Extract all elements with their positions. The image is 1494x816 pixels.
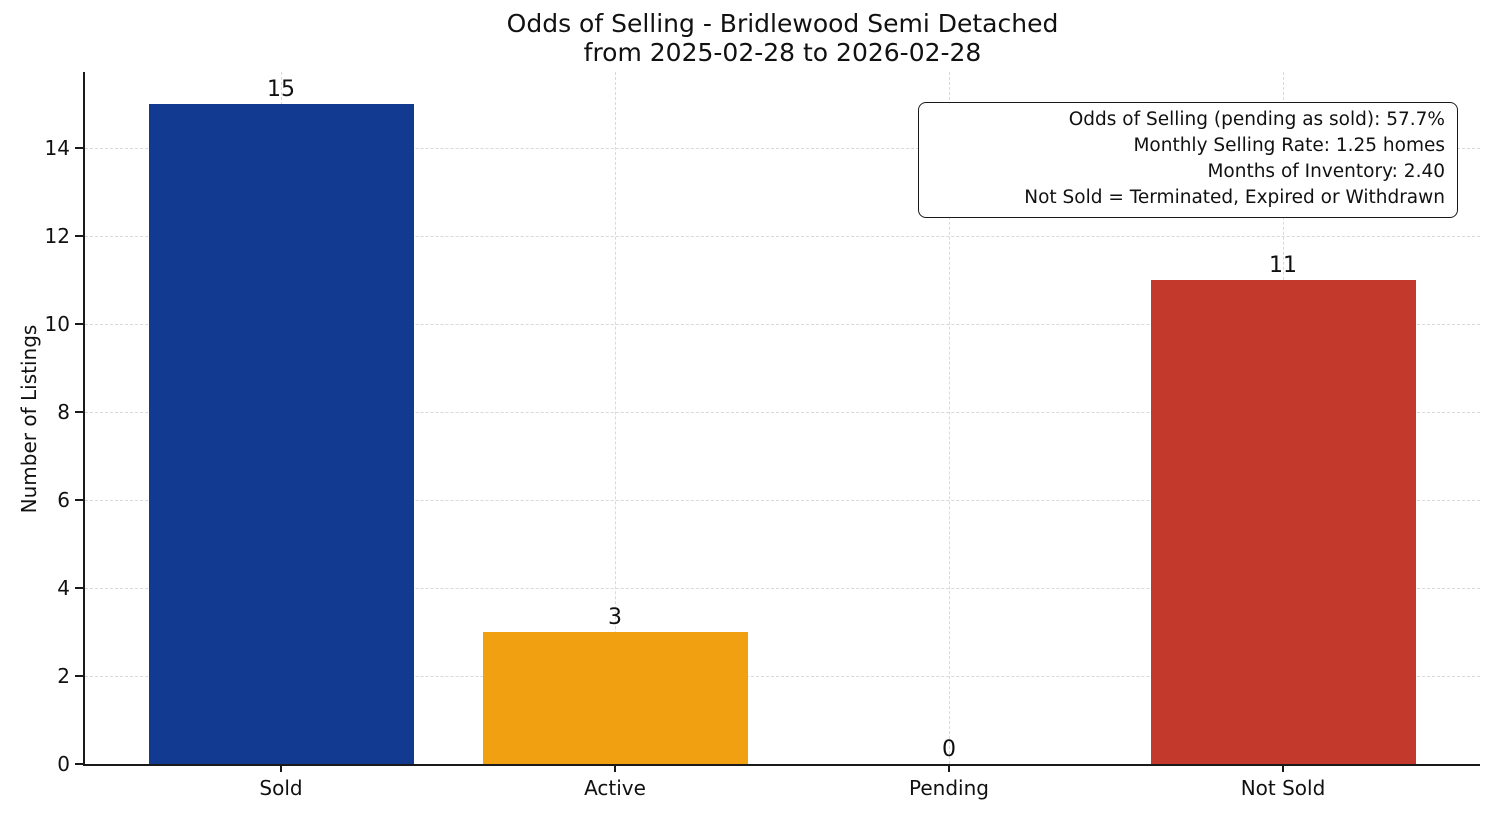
gridline-horizontal (85, 500, 1480, 501)
chart-title-block: Odds of Selling - Bridlewood Semi Detach… (84, 9, 1481, 67)
y-tick-label: 12 (44, 224, 70, 248)
gridline-vertical (949, 72, 950, 764)
y-tick-mark (75, 675, 83, 677)
plot-area (83, 72, 1480, 766)
gridline-horizontal (85, 324, 1480, 325)
y-tick-mark (75, 235, 83, 237)
x-tick-label-sold: Sold (259, 776, 303, 800)
gridline-horizontal (85, 236, 1480, 237)
gridline-horizontal (85, 588, 1480, 589)
x-tick-mark (1282, 764, 1284, 772)
y-tick-label: 14 (44, 136, 70, 160)
bar-sold (148, 104, 414, 764)
y-tick-mark (75, 763, 83, 765)
bar-value-label-sold: 15 (267, 77, 295, 102)
gridline-horizontal (85, 412, 1480, 413)
annotation-line-odds: Odds of Selling (pending as sold): 57.7% (1068, 109, 1445, 130)
bar-value-label-not-sold: 11 (1269, 253, 1297, 278)
chart-subtitle: from 2025-02-28 to 2026-02-28 (583, 38, 982, 67)
bar-value-label-active: 3 (608, 605, 622, 630)
x-tick-label-pending: Pending (909, 776, 989, 800)
annotation-line-inventory: Months of Inventory: 2.40 (1207, 161, 1445, 182)
y-tick-label: 4 (57, 576, 70, 600)
bar-not-sold (1150, 280, 1416, 764)
gridline-vertical (615, 72, 616, 764)
y-tick-mark (75, 147, 83, 149)
y-tick-label: 2 (57, 664, 70, 688)
annotation-line-not-sold-def: Not Sold = Terminated, Expired or Withdr… (1024, 187, 1445, 208)
x-tick-mark (280, 764, 282, 772)
gridline-horizontal (85, 148, 1480, 149)
x-tick-label-not-sold: Not Sold (1240, 776, 1326, 800)
gridline-horizontal (85, 676, 1480, 677)
x-tick-label-active: Active (584, 776, 646, 800)
bar-value-label-pending: 0 (942, 737, 956, 762)
y-tick-mark (75, 411, 83, 413)
y-tick-label: 0 (57, 752, 70, 776)
y-tick-mark (75, 587, 83, 589)
y-tick-mark (75, 323, 83, 325)
x-tick-mark (614, 764, 616, 772)
y-tick-label: 8 (57, 400, 70, 424)
chart-title: Odds of Selling - Bridlewood Semi Detach… (506, 9, 1059, 38)
y-tick-label: 10 (44, 312, 70, 336)
x-tick-mark (948, 764, 950, 772)
y-tick-mark (75, 499, 83, 501)
bar-active (482, 632, 748, 764)
annotation-line-monthly-rate: Monthly Selling Rate: 1.25 homes (1133, 135, 1445, 156)
annotation-box: Odds of Selling (pending as sold): 57.7%… (918, 102, 1458, 218)
y-tick-label: 6 (57, 488, 70, 512)
